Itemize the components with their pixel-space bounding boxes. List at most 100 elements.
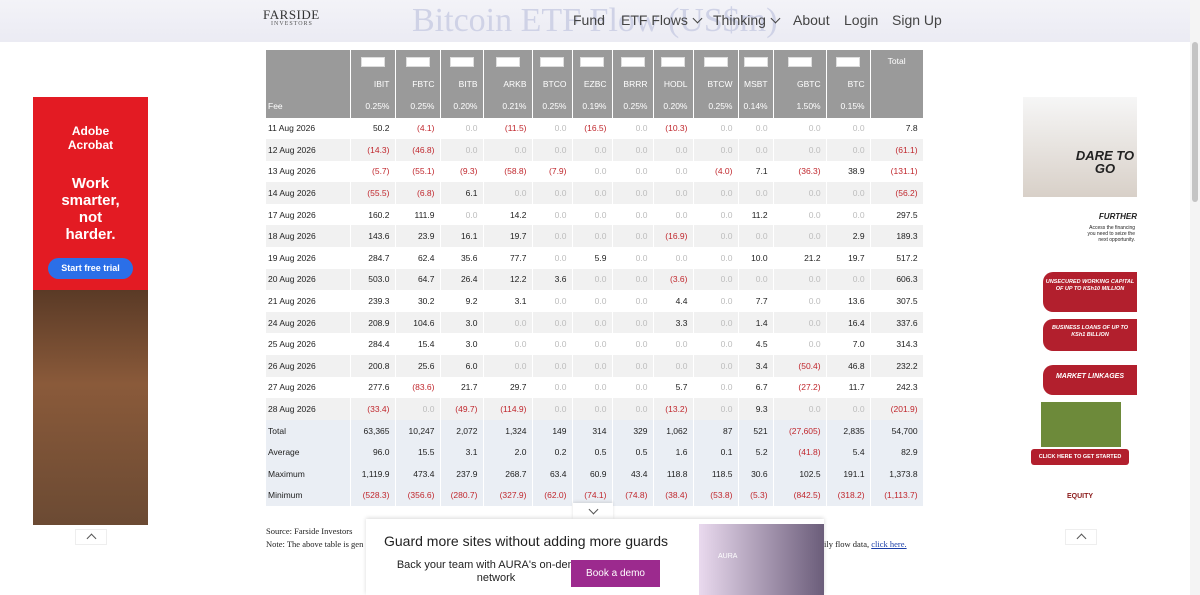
date-row: 17 Aug 2026 160.2 111.9 0.0 14.2 0.0 0.0 0.0 0.0… — [266, 203, 924, 226]
flow-cell: 0.0 — [653, 160, 694, 183]
flow-cell: 0.0 — [693, 139, 739, 161]
right-ad[interactable]: DARE TO GO FURTHER Access the financing … — [1023, 97, 1137, 525]
flow-cell: 0.0 — [693, 398, 739, 420]
ad-toggle[interactable] — [573, 503, 613, 519]
note-tail: ily flow data, click here. — [824, 539, 907, 549]
flow-cell: 0.0 — [773, 333, 827, 356]
fee-cell: 0.25% — [693, 95, 739, 118]
ad-cta[interactable]: CLICK HERE TO GET STARTED — [1031, 449, 1129, 465]
collapse-button[interactable] — [1065, 529, 1097, 545]
flow-cell: (5.3) — [738, 484, 774, 507]
nav-about[interactable]: About — [793, 12, 830, 28]
flow-cell: 503.0 — [350, 268, 396, 291]
flow-cell: 0.0 — [773, 182, 827, 204]
fee-cell: 0.25% — [532, 95, 573, 118]
flow-cell: 64.7 — [395, 268, 441, 291]
date-row: 13 Aug 2026 (5.7) (55.1) (9.3) (58.8) (7.9) 0.… — [266, 160, 924, 183]
flow-cell: (27.2) — [773, 376, 827, 399]
flow-cell: 96.0 — [350, 441, 396, 463]
flow-cell: 0.0 — [693, 117, 739, 140]
flow-cell: 0.0 — [653, 139, 694, 161]
flow-cell: 284.4 — [350, 333, 396, 356]
row-label: Average — [266, 441, 351, 463]
flow-cell: 0.0 — [826, 117, 871, 140]
flow-cell: 0.0 — [572, 268, 613, 291]
flow-cell: 1,373.8 — [870, 463, 924, 485]
date-row: 24 Aug 2026 208.9 104.6 3.0 0.0 0.0 0.0 0.0 3.3 0… — [266, 311, 924, 334]
flow-cell: 25.6 — [395, 355, 441, 377]
flow-cell: 23.9 — [395, 225, 441, 248]
ad-cta[interactable]: Start free trial — [48, 258, 133, 279]
flow-cell: 0.0 — [826, 139, 871, 161]
nav-login[interactable]: Login — [844, 12, 879, 28]
ad-cta[interactable]: Book a demo — [571, 560, 660, 587]
ticker-header: BITB — [440, 72, 484, 95]
flow-cell: 0.0 — [532, 117, 573, 140]
flow-cell: 160.2 — [350, 203, 396, 226]
row-label: 18 Aug 2026 — [266, 225, 351, 248]
flow-cell: 102.5 — [773, 463, 827, 485]
flow-cell: 0.0 — [572, 398, 613, 420]
flow-cell: 0.0 — [612, 247, 654, 269]
flow-cell: 0.0 — [653, 247, 694, 269]
flow-cell: 0.0 — [483, 333, 533, 356]
flow-cell: 337.6 — [870, 311, 924, 334]
fee-cell: 0.25% — [350, 95, 396, 118]
flow-cell: 43.4 — [612, 463, 654, 485]
flow-cell: 7.1 — [738, 160, 774, 183]
flow-cell: 0.0 — [532, 139, 573, 161]
flow-cell: (10.3) — [653, 117, 694, 140]
flow-cell: 104.6 — [395, 311, 441, 334]
bottom-ad[interactable]: Guard more sites without adding more gua… — [366, 519, 824, 595]
flow-cell: 11.2 — [738, 203, 774, 226]
flow-cell: 0.0 — [483, 139, 533, 161]
total-header: Total — [870, 50, 924, 73]
nav-thinking[interactable]: Thinking — [713, 12, 781, 28]
scrollbar[interactable] — [1190, 0, 1200, 595]
flow-cell: 3.4 — [738, 355, 774, 377]
fund-logo — [743, 56, 768, 67]
row-label: Minimum — [266, 484, 351, 507]
fund-logo-cell — [653, 50, 694, 73]
flow-cell: 3.3 — [653, 311, 694, 334]
flow-cell: 200.8 — [350, 355, 396, 377]
left-ad[interactable]: Adobe Acrobat Work smarter, not harder. … — [33, 97, 148, 525]
flow-cell: 0.0 — [826, 182, 871, 204]
flow-cell: 0.0 — [612, 398, 654, 420]
ticker-header: FBTC — [395, 72, 441, 95]
collapse-button[interactable] — [75, 529, 107, 545]
flow-cell: 2,835 — [826, 419, 871, 442]
date-row: 18 Aug 2026 143.6 23.9 16.1 19.7 0.0 0.0 0.0 (16… — [266, 225, 924, 248]
flow-cell: (280.7) — [440, 484, 484, 507]
nav-fund[interactable]: Fund — [573, 12, 605, 28]
flow-cell: 3.1 — [440, 441, 484, 463]
flow-cell: 149 — [532, 419, 573, 442]
date-row: 25 Aug 2026 284.4 15.4 3.0 0.0 0.0 0.0 0.0 0.0 0.… — [266, 333, 924, 356]
table-note: Note: The above table is gen — [266, 539, 364, 549]
flow-cell: 0.0 — [738, 182, 774, 204]
ticker-header: GBTC — [773, 72, 827, 95]
nav-etf-flows[interactable]: ETF Flows — [621, 12, 703, 28]
ad-blurb: Access the financing you need to seize t… — [1087, 225, 1135, 243]
nav-sign-up[interactable]: Sign Up — [892, 12, 942, 28]
fund-logo-cell — [612, 50, 654, 73]
fund-logo-cell — [738, 50, 774, 73]
flow-cell: 329 — [612, 419, 654, 442]
logo[interactable]: FARSIDE — [263, 7, 320, 22]
flow-cell: 60.9 — [572, 463, 613, 485]
flow-cell: 10.0 — [738, 247, 774, 269]
ad-offer: MARKET LINKAGES — [1055, 373, 1125, 380]
flow-cell: 0.0 — [483, 355, 533, 377]
flow-cell: (53.8) — [693, 484, 739, 507]
nav-label: Thinking — [713, 12, 766, 28]
ticker-header: BTCO — [532, 72, 573, 95]
fund-logo-cell — [773, 50, 827, 73]
click-here-link[interactable]: click here. — [871, 539, 907, 549]
nav-label: ETF Flows — [621, 12, 688, 28]
summary-row: Maximum 1,119.9 473.4 237.9 268.7 63.4 60.9 43.… — [266, 463, 924, 485]
flow-cell: 0.0 — [572, 290, 613, 312]
flow-cell: 7.0 — [826, 333, 871, 356]
flow-cell: 0.0 — [693, 225, 739, 248]
flow-cell: 0.0 — [773, 225, 827, 248]
fund-logo — [495, 56, 520, 67]
